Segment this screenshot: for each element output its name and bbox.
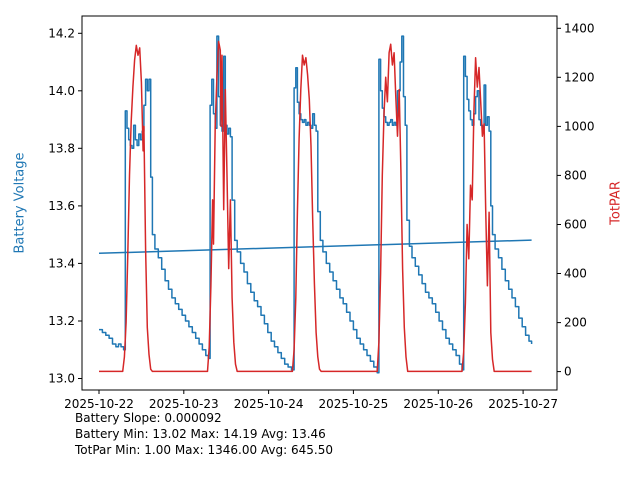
y-right-tick-label: 1200 bbox=[564, 70, 595, 84]
series-totpar bbox=[99, 40, 532, 373]
x-tick-label: 2025-10-27 bbox=[488, 397, 558, 411]
stat-totpar-min-max-avg: TotPar Min: 1.00 Max: 1346.00 Avg: 645.5… bbox=[75, 443, 333, 457]
y-axis-label-totpar: TotPAR bbox=[608, 181, 624, 225]
y-axis-right-ticks: 0 200 400 600 800 1000 1200 1400 bbox=[557, 21, 595, 379]
x-tick-label: 2025-10-24 bbox=[234, 397, 304, 411]
x-tick-label: 2025-10-26 bbox=[403, 397, 473, 411]
series-battery-voltage bbox=[99, 35, 533, 374]
y-axis-left-ticks: 13.0 13.2 13.4 13.6 13.8 14.0 14.2 bbox=[48, 26, 82, 386]
y-left-tick-label: 14.0 bbox=[48, 84, 75, 98]
stat-battery-min-max-avg: Battery Min: 13.02 Max: 14.19 Avg: 13.46 bbox=[75, 427, 326, 441]
y-left-tick-label: 13.8 bbox=[48, 141, 75, 155]
series-battery-trend bbox=[98, 239, 532, 255]
y-left-tick-label: 13.6 bbox=[48, 199, 75, 213]
plot-frame bbox=[81, 15, 558, 391]
y-right-tick-label: 1400 bbox=[564, 21, 595, 35]
y-left-tick-label: 14.2 bbox=[48, 26, 75, 40]
y-left-tick-label: 13.0 bbox=[48, 372, 75, 386]
stats-footer: Battery Slope: 0.000092 Battery Min: 13.… bbox=[75, 410, 333, 458]
y-axis-label-battery-voltage: Battery Voltage bbox=[12, 152, 28, 254]
y-right-tick-label: 800 bbox=[564, 168, 587, 182]
y-right-tick-label: 200 bbox=[564, 316, 587, 330]
stat-battery-slope: Battery Slope: 0.000092 bbox=[75, 411, 222, 425]
x-tick-label: 2025-10-22 bbox=[64, 397, 134, 411]
x-tick-label: 2025-10-25 bbox=[319, 397, 389, 411]
x-axis-ticks: 2025-10-22 2025-10-23 2025-10-24 2025-10-25… bbox=[64, 390, 558, 411]
y-right-tick-label: 0 bbox=[564, 365, 572, 379]
y-right-tick-label: 1000 bbox=[564, 119, 595, 133]
y-left-tick-label: 13.2 bbox=[48, 314, 75, 328]
y-right-tick-label: 400 bbox=[564, 267, 587, 281]
y-left-tick-label: 13.4 bbox=[48, 256, 75, 270]
x-tick-label: 2025-10-23 bbox=[149, 397, 219, 411]
y-right-tick-label: 600 bbox=[564, 218, 587, 232]
